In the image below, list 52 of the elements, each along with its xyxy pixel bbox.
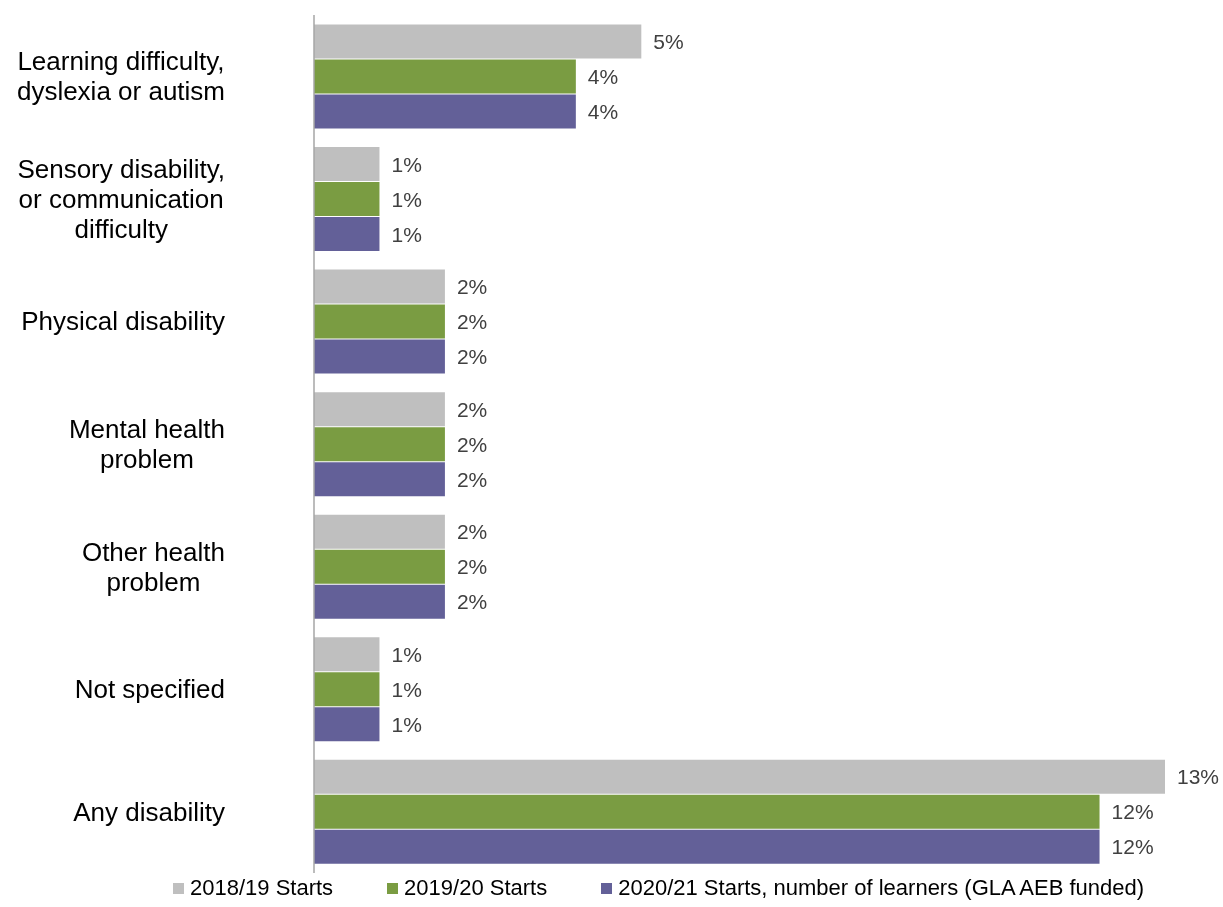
data-label: 2% (456, 345, 488, 369)
bar (314, 94, 576, 129)
legend-label: 2019/20 Starts (404, 875, 548, 901)
legend-label: 2020/21 Starts, number of learners (GLA AEB funded) (618, 875, 1145, 901)
data-label: 2% (456, 275, 488, 299)
bar (314, 794, 1100, 829)
data-label: 1% (391, 642, 422, 666)
y-tick-label: Not specified (74, 674, 226, 705)
legend-label: 2018/19 Starts (190, 875, 334, 901)
data-label: 12% (1111, 800, 1154, 824)
data-label: 1% (391, 152, 422, 176)
data-label: 1% (391, 712, 422, 736)
data-label: 2% (456, 397, 488, 421)
data-label: 2% (456, 310, 488, 334)
y-tick-label: Any disability (73, 796, 225, 827)
bar (314, 217, 380, 252)
bar (314, 59, 576, 94)
y-tick-label: Mental health problem (68, 414, 225, 474)
data-label: 4% (587, 64, 619, 88)
data-label: 1% (391, 187, 422, 211)
bar (314, 584, 445, 619)
bar (314, 392, 445, 427)
bar (314, 24, 642, 59)
data-label: 12% (1111, 835, 1154, 859)
data-label: 2% (456, 555, 488, 579)
data-label: 4% (587, 99, 619, 123)
y-tick-label: Physical disability (21, 306, 225, 337)
data-label: 2% (456, 590, 488, 614)
bar (314, 147, 380, 182)
data-label: 2% (456, 432, 488, 456)
bar (314, 759, 1165, 794)
data-label: 1% (391, 222, 422, 246)
bar (314, 269, 445, 304)
bar (314, 549, 445, 584)
y-tick-label: Learning difficulty, dyslexia or autism (16, 46, 225, 107)
data-label: 2% (456, 467, 488, 491)
bar (314, 182, 380, 217)
bar (314, 637, 380, 672)
data-label: 5% (653, 29, 684, 53)
data-label: 2% (456, 520, 488, 544)
bar (314, 829, 1100, 864)
y-tick-label: Other health problem (81, 536, 225, 597)
data-label: 1% (391, 677, 422, 701)
bar (314, 339, 445, 374)
bar (314, 462, 445, 497)
bar (314, 707, 380, 742)
bar (314, 514, 445, 549)
bar (314, 427, 445, 462)
bar (314, 672, 380, 707)
data-label: 13% (1177, 765, 1220, 789)
bar (314, 304, 445, 339)
y-tick-label: Sensory disability, or communication difficulty (17, 153, 225, 244)
